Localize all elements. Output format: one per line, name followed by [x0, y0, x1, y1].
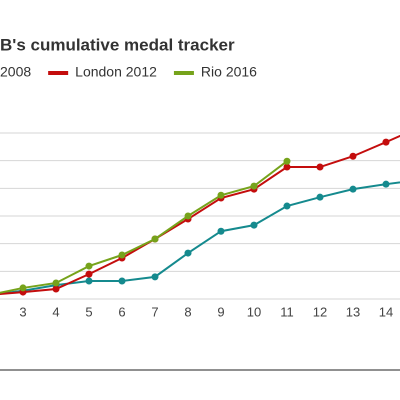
x-tick-label: 12	[313, 304, 327, 319]
x-tick-label: 10	[247, 304, 261, 319]
series-line	[0, 134, 400, 296]
x-tick-label: 4	[52, 304, 59, 319]
data-point	[217, 227, 225, 235]
data-point	[316, 193, 324, 201]
legend-label: 2008	[0, 64, 31, 80]
data-point	[52, 279, 60, 287]
data-point	[151, 273, 159, 281]
data-point	[316, 163, 324, 171]
x-tick-label: 3	[19, 304, 26, 319]
data-point	[283, 157, 291, 165]
data-point	[19, 284, 27, 292]
data-point	[217, 191, 225, 199]
x-tick-label: 5	[85, 304, 92, 319]
x-tick-label: 6	[118, 304, 125, 319]
x-tick-label: 14	[379, 304, 393, 319]
data-point	[118, 277, 126, 285]
data-point	[283, 202, 291, 210]
data-point	[85, 262, 93, 270]
legend-label: Rio 2016	[201, 64, 257, 80]
x-tick-label: 9	[217, 304, 224, 319]
x-tick-label: 8	[184, 304, 191, 319]
data-point	[250, 221, 258, 229]
data-point	[85, 270, 93, 278]
series-line	[0, 160, 288, 294]
data-point	[184, 212, 192, 220]
legend-label: London 2012	[75, 64, 157, 80]
data-point	[52, 285, 60, 293]
data-point	[283, 163, 291, 171]
x-tick-label: 7	[151, 304, 158, 319]
data-point	[250, 182, 258, 190]
data-point	[151, 235, 159, 243]
data-point	[382, 138, 390, 146]
data-point	[349, 152, 357, 160]
data-point	[184, 249, 192, 257]
chart-title: B's cumulative medal tracker	[0, 35, 235, 54]
data-point	[85, 277, 93, 285]
data-point	[382, 180, 390, 188]
series-line	[0, 181, 400, 295]
x-tick-label: 11	[280, 304, 294, 319]
x-tick-label: 13	[346, 304, 360, 319]
data-point	[118, 251, 126, 259]
data-point	[349, 185, 357, 193]
